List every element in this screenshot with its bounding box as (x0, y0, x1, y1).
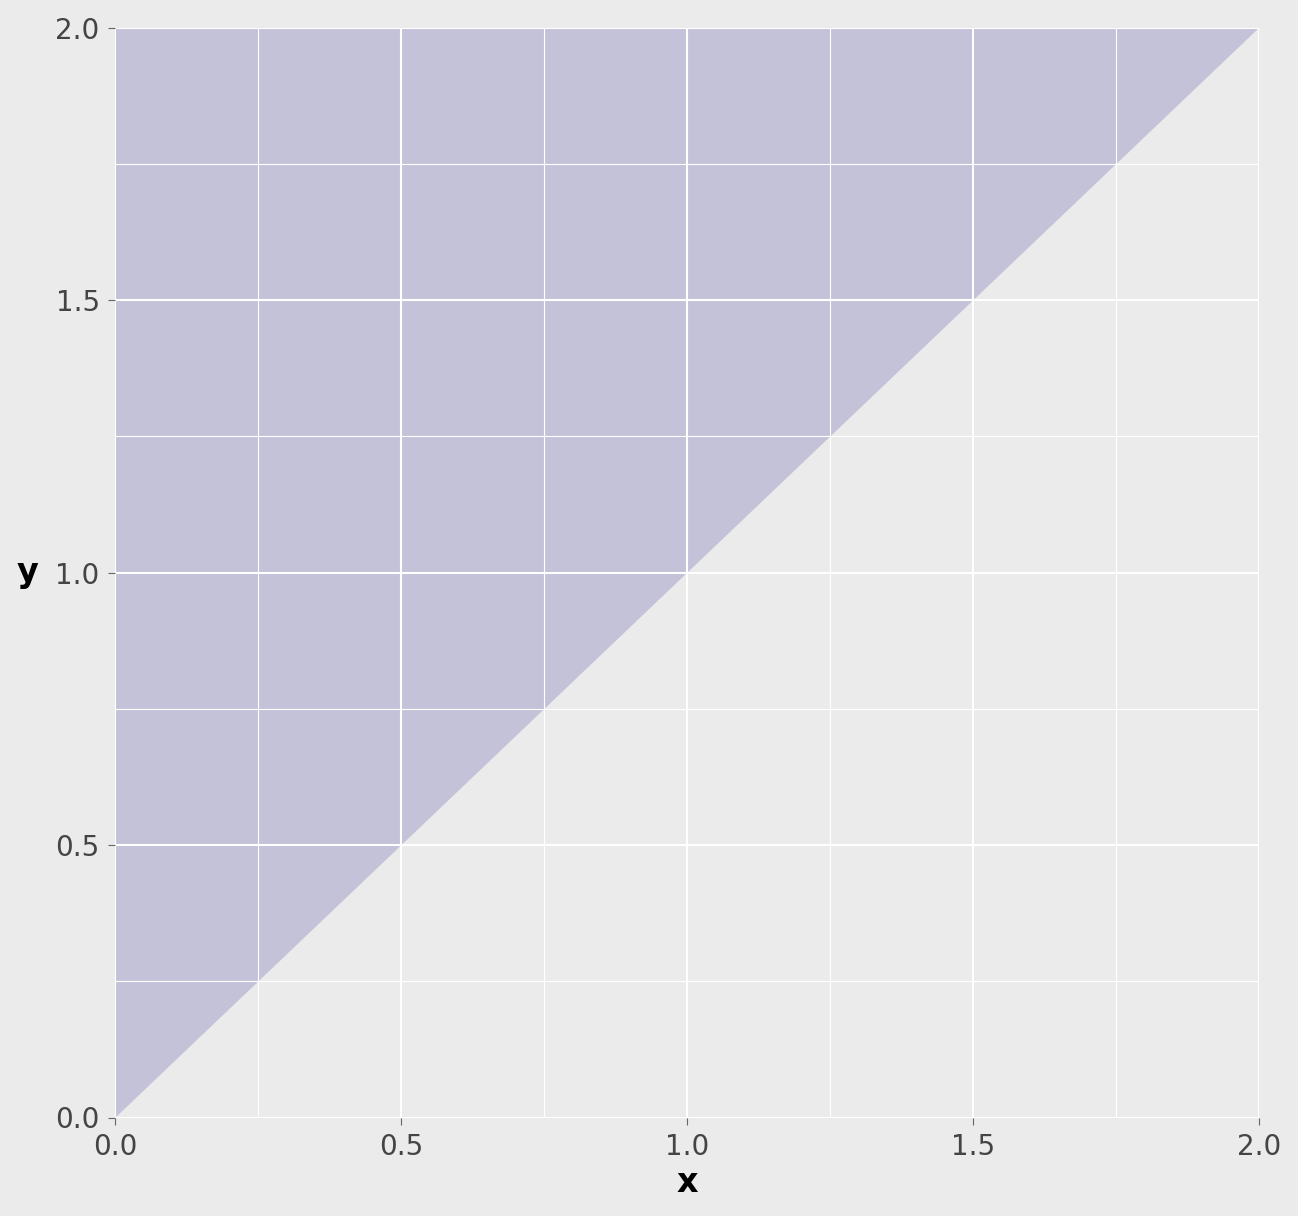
Polygon shape (116, 28, 1259, 1118)
Y-axis label: y: y (17, 556, 39, 589)
X-axis label: x: x (676, 1166, 698, 1199)
